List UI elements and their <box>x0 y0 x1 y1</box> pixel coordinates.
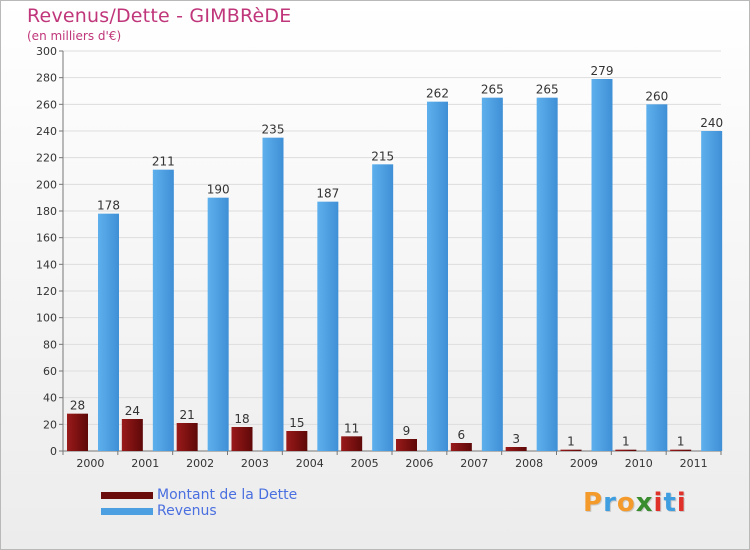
legend-label-revenue: Revenus <box>157 503 217 519</box>
bar-debt <box>505 447 527 451</box>
x-tick-label: 2008 <box>515 457 543 470</box>
bar-revenue <box>372 164 394 452</box>
bar-debt <box>231 427 253 451</box>
y-tick-label: 300 <box>36 45 57 58</box>
bar-revenue <box>262 137 284 451</box>
proxiti-logo: Proxiti <box>583 488 687 518</box>
y-tick-label: 20 <box>43 418 57 431</box>
x-tick-label: 2001 <box>131 457 159 470</box>
bar-debt <box>615 449 637 451</box>
data-label-debt: 28 <box>70 399 85 413</box>
data-label-revenue: 279 <box>591 64 614 78</box>
y-tick-label: 280 <box>36 72 57 85</box>
y-tick-label: 160 <box>36 232 57 245</box>
bar-revenue <box>701 131 723 451</box>
data-label-debt: 9 <box>403 424 411 438</box>
bar-debt <box>450 443 472 451</box>
x-tick-label: 2006 <box>405 457 433 470</box>
logo-letter: i <box>676 488 687 518</box>
data-label-debt: 24 <box>125 404 140 418</box>
bar-debt <box>341 436 363 451</box>
data-label-revenue: 262 <box>426 87 449 101</box>
x-tick-label: 2011 <box>680 457 708 470</box>
legend-swatch-debt <box>101 491 153 499</box>
y-tick-label: 140 <box>36 258 57 271</box>
data-label-revenue: 187 <box>316 187 339 201</box>
data-label-debt: 15 <box>289 416 304 430</box>
data-label-debt: 6 <box>458 428 466 442</box>
x-axis: 2000 2001 2002 2003 2004 2005 2006 2007 2008 2009… <box>62 450 722 470</box>
y-tick-label: 220 <box>36 152 57 165</box>
y-tick-label: 60 <box>43 365 57 378</box>
x-tick-label: 2007 <box>460 457 488 470</box>
data-label-revenue: 235 <box>262 123 285 137</box>
data-label-revenue: 190 <box>207 183 230 197</box>
x-tick-label: 2000 <box>76 457 104 470</box>
legend: Montant de la Dette Revenus <box>101 487 297 519</box>
y-tick-label: 120 <box>36 285 57 298</box>
logo-letter: t <box>663 488 677 518</box>
legend-label-debt: Montant de la Dette <box>157 487 298 503</box>
bar-revenue <box>536 97 558 452</box>
data-label-revenue: 260 <box>645 89 668 103</box>
logo-letter: x <box>635 488 654 518</box>
chart-subtitle: (en milliers d'€) <box>27 29 122 43</box>
logo-letter: r <box>603 488 617 518</box>
data-label-debt: 21 <box>180 408 195 422</box>
data-label-revenue: 215 <box>371 149 394 163</box>
x-tick-label: 2005 <box>351 457 379 470</box>
data-label-debt: 1 <box>567 435 575 449</box>
y-axis: 0 20 40 60 80 100 120 140 160 180 200 220 240 260 280 3… <box>36 45 64 458</box>
bar-revenue <box>98 213 119 451</box>
bar-revenue <box>481 97 503 452</box>
x-tick-label: 2009 <box>570 457 598 470</box>
data-label-revenue: 240 <box>700 116 723 130</box>
bar-revenue <box>591 79 613 451</box>
data-label-debt: 1 <box>677 435 685 449</box>
bar-revenue <box>207 197 229 451</box>
x-tick-label: 2010 <box>625 457 653 470</box>
bar-revenue <box>152 169 174 451</box>
bar-revenue <box>427 101 448 452</box>
y-tick-label: 180 <box>36 205 57 218</box>
x-tick-label: 2003 <box>241 457 269 470</box>
legend-swatch-revenue <box>101 507 153 515</box>
bar-debt <box>560 449 582 451</box>
legend-item-debt: Montant de la Dette <box>101 487 297 503</box>
x-tick-label: 2002 <box>186 457 214 470</box>
y-tick-label: 240 <box>36 125 57 138</box>
bars <box>67 79 723 452</box>
logo-letter: o <box>616 488 636 518</box>
data-label-debt: 1 <box>622 435 630 449</box>
data-label-debt: 18 <box>234 412 249 426</box>
data-label-debt: 11 <box>344 421 359 435</box>
y-tick-label: 80 <box>43 338 57 351</box>
bar-revenue <box>317 201 339 451</box>
logo-letter: i <box>653 488 664 518</box>
data-label-revenue: 211 <box>152 155 175 169</box>
bar-debt <box>396 439 417 451</box>
y-tick-label: 40 <box>43 392 57 405</box>
bar-debt <box>286 431 308 451</box>
data-label-debt: 3 <box>512 432 520 446</box>
x-tick-label: 2004 <box>296 457 324 470</box>
y-tick-label: 260 <box>36 98 57 111</box>
data-label-revenue: 178 <box>97 199 120 213</box>
data-labels: 2817824211211901823515187112159262626532… <box>70 64 723 449</box>
y-tick-label: 100 <box>36 312 57 325</box>
data-label-revenue: 265 <box>481 83 504 97</box>
logo-letter: P <box>583 488 604 518</box>
y-tick-label: 0 <box>50 445 57 458</box>
bar-revenue <box>646 104 668 451</box>
bar-debt <box>176 423 198 451</box>
data-label-revenue: 265 <box>536 83 559 97</box>
legend-item-revenue: Revenus <box>101 503 297 519</box>
chart-title: Revenus/Dette - GIMBRèDE <box>27 5 292 27</box>
bar-debt <box>67 413 88 451</box>
bar-debt <box>670 449 692 451</box>
y-tick-label: 200 <box>36 178 57 191</box>
bar-debt <box>121 419 143 451</box>
